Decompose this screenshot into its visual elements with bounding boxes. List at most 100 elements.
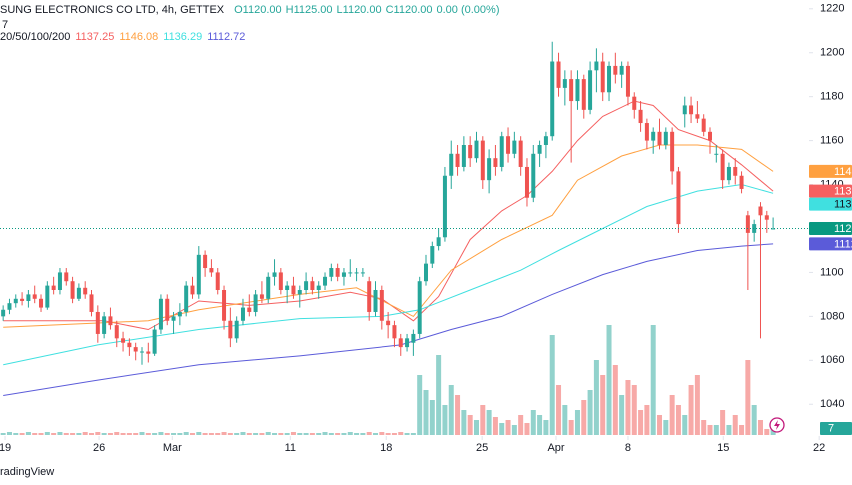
volume-bar [398,432,404,435]
volume-bar [227,433,233,435]
candle-body [588,70,593,110]
volume-bar [202,433,208,435]
volume-bar [253,433,259,435]
volume-bar [303,433,309,435]
volume-bar [631,385,637,435]
volume-bar [309,433,315,435]
candle-body [367,281,372,312]
volume-bar [581,400,587,435]
price-tag [809,221,852,235]
price-tag-label: 1146 [834,166,852,178]
volume-bar [650,325,656,435]
candle-body [594,61,599,71]
volume-bar [133,433,139,435]
candle-body [310,281,315,290]
volume-bar [25,432,31,435]
volume-bar [511,425,517,435]
price-tag [809,184,852,198]
candle-body [20,298,25,301]
candle-body [1,309,6,317]
volume-bar [682,415,688,435]
candle-body [398,338,403,348]
candle-body [228,320,233,339]
volume-bar [669,395,675,435]
plot [0,41,776,435]
candle-body [411,333,416,343]
candle-body [543,136,548,145]
candle-body [64,272,69,282]
volume-bar [505,420,511,435]
candle-body [209,268,214,273]
x-tick-label: 11 [285,442,296,454]
candle-body [430,246,435,264]
y-tick-label: 1060 [820,354,844,366]
y-tick-label: 1080 [820,310,844,322]
volume-bar [19,433,25,435]
volume-bar [461,410,467,435]
x-tick-label: Apr [547,442,564,454]
candle-body [89,294,94,312]
volume-bar [720,410,726,435]
candle-body [512,140,517,154]
candle-body [556,61,561,88]
volume-bar [284,433,290,435]
volume-bar [126,433,132,435]
candle-body [524,166,529,198]
candle-body [493,158,498,167]
volume-bar [145,433,151,435]
candle-body [102,316,107,334]
volume-bar [657,415,663,435]
volume-bar [189,433,195,435]
volume-bar [404,433,410,435]
candle-body [619,65,624,75]
candle-body [7,303,12,310]
volume-bar [448,385,454,435]
candle-body [146,351,151,354]
volume-bar [164,433,170,435]
volume-bar [208,433,214,435]
volume-bar [537,415,543,435]
volume-bar [373,433,379,435]
candle-body [468,145,473,159]
x-tick-label: 18 [380,442,392,454]
volume-bar [499,423,505,435]
candle-body [689,105,694,115]
volume-bar [442,405,448,435]
candle-body [550,61,555,137]
candle-body [26,294,31,301]
candle-body [171,316,176,321]
volume-bar [410,433,416,435]
candle-body [733,166,738,176]
candle-body [177,311,182,317]
candle-body [379,290,384,321]
volume-bar [278,433,284,435]
candle-body [259,294,264,299]
volume-bar [82,432,88,435]
volume-bar [694,375,700,435]
candle-body [714,153,719,155]
candle-body [133,347,138,352]
volume-bar [89,433,95,435]
volume-bar [593,360,599,435]
y-tick-label: 1180 [820,91,844,103]
candle-body [373,290,378,312]
volume-bar [139,432,145,435]
candle-body [140,351,144,353]
volume-bar [473,420,479,435]
candle-body [203,254,208,269]
volume-bar [385,433,391,435]
volume-bar [221,432,227,435]
candle-body [297,290,302,295]
moving-average [3,183,774,366]
volume-bar [354,433,360,435]
volume-bar [701,420,707,435]
volume-bar [524,423,530,435]
volume-bar [436,355,442,435]
candle-body [663,131,668,145]
volume-bar [44,432,50,435]
volume-bar [366,432,372,435]
y-tick-label: 1200 [820,47,844,59]
ma-label: 20/50/100/200 [0,31,70,43]
candle-body [657,131,662,145]
volume-bar [549,335,555,435]
